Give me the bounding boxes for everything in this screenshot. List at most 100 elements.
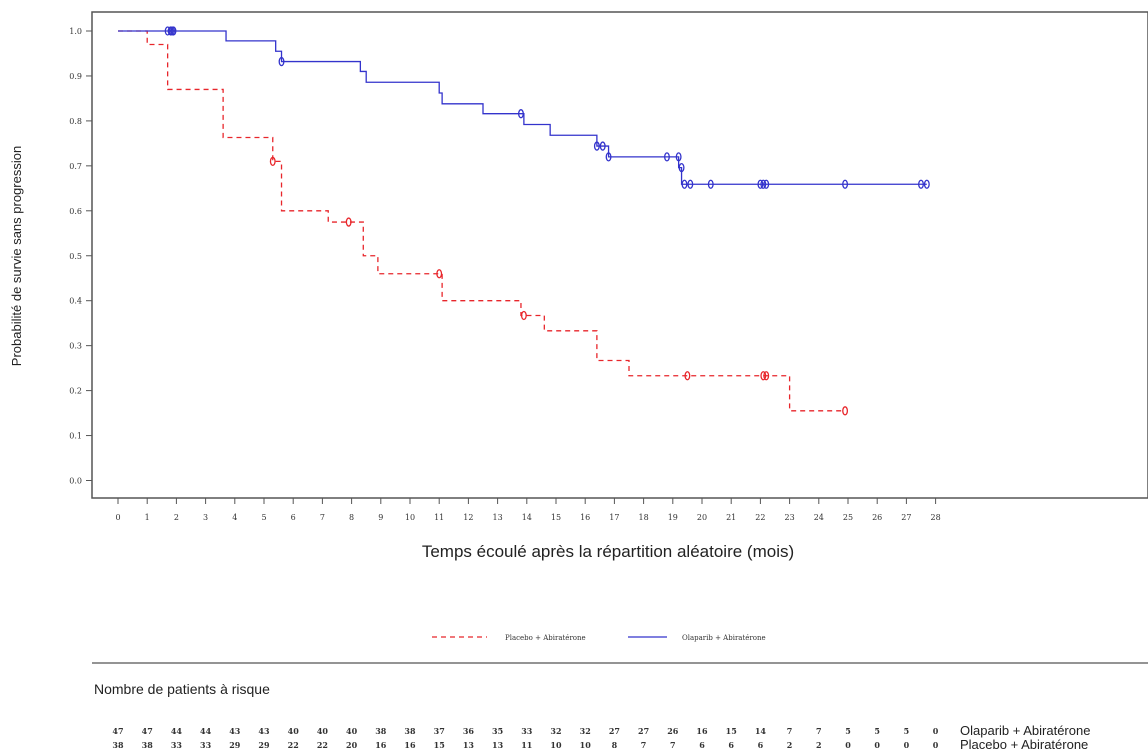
censor-mark-placebo — [345, 217, 352, 227]
censor-mark-olaparib — [518, 109, 524, 119]
legend: Placebo + Abiratérone Olaparib + Abiraté… — [432, 634, 766, 642]
risk-count: 38 — [404, 726, 416, 736]
risk-count: 16 — [375, 740, 387, 750]
censor-mark-olaparib — [170, 26, 177, 36]
risk-count: 16 — [696, 726, 708, 736]
censor-mark-olaparib — [760, 179, 767, 189]
x-tick-label: 15 — [551, 513, 561, 522]
risk-count: 6 — [728, 740, 734, 750]
y-tick-label: 0.4 — [69, 297, 82, 306]
risk-count: 35 — [492, 726, 503, 736]
series-layer — [118, 26, 930, 416]
censor-mark-olaparib — [923, 179, 930, 189]
x-tick-label: 28 — [931, 513, 941, 522]
censor-mark-placebo — [760, 371, 767, 381]
risk-count: 33 — [521, 726, 533, 736]
risk-count: 29 — [258, 740, 270, 750]
risk-count: 7 — [670, 740, 676, 750]
x-tick-label: 19 — [668, 513, 678, 522]
risk-count: 40 — [346, 726, 358, 736]
risk-count: 38 — [375, 726, 387, 736]
risk-count: 5 — [874, 726, 880, 736]
censor-mark-olaparib — [675, 152, 682, 162]
x-tick-label: 9 — [378, 513, 383, 522]
censor-mark-olaparib — [757, 179, 764, 189]
x-tick-label: 17 — [609, 513, 619, 522]
risk-count: 5 — [845, 726, 851, 736]
y-tick-label: 0.8 — [69, 117, 82, 126]
y-tick-label: 0.9 — [69, 72, 82, 81]
risk-count: 0 — [845, 740, 851, 750]
x-tick-label: 14 — [522, 513, 532, 522]
x-tick-label: 1 — [145, 513, 150, 522]
risk-count: 8 — [612, 740, 618, 750]
risk-count: 40 — [317, 726, 329, 736]
risk-count: 43 — [229, 726, 241, 736]
x-tick-label: 18 — [639, 513, 649, 522]
risk-row-label: Placebo + Abiratérone — [960, 737, 1088, 752]
risk-count: 32 — [580, 726, 591, 736]
x-ticks: 0 1 2 3 4 5 6 7 8 9 10 11 12 13 14 15 16 17 18 19 20 21 22 23 24… — [115, 498, 941, 522]
x-tick-label: 24 — [814, 513, 824, 522]
risk-count: 38 — [112, 740, 124, 750]
risk-count: 40 — [288, 726, 300, 736]
y-tick-label: 0.5 — [69, 252, 82, 261]
risk-count: 44 — [200, 726, 212, 736]
risk-table-title: Nombre de patients à risque — [94, 681, 270, 697]
censor-mark-olaparib — [687, 179, 694, 189]
risk-count: 27 — [638, 726, 649, 736]
x-tick-label: 5 — [261, 513, 266, 522]
risk-count: 7 — [816, 726, 822, 736]
x-tick-label: 2 — [174, 513, 179, 522]
x-tick-label: 12 — [463, 513, 473, 522]
censor-mark-olaparib — [842, 179, 849, 189]
x-tick-label: 6 — [291, 513, 296, 522]
x-tick-label: 23 — [785, 513, 795, 522]
legend-label-placebo: Placebo + Abiratérone — [505, 634, 586, 642]
risk-count: 0 — [904, 740, 910, 750]
risk-count: 29 — [229, 740, 241, 750]
risk-count: 10 — [580, 740, 592, 750]
x-tick-label: 3 — [203, 513, 208, 522]
censor-mark-olaparib — [681, 179, 688, 189]
x-tick-label: 7 — [320, 513, 325, 522]
x-tick-label: 27 — [901, 513, 911, 522]
risk-count: 33 — [200, 740, 212, 750]
risk-count: 44 — [171, 726, 183, 736]
censor-mark-olaparib — [278, 56, 285, 67]
y-tick-label: 0.1 — [69, 432, 82, 441]
censor-mark-olaparib — [599, 141, 606, 151]
x-tick-label: 11 — [434, 513, 444, 522]
x-tick-label: 13 — [493, 513, 503, 522]
risk-count: 11 — [521, 740, 532, 750]
x-tick-label: 4 — [232, 513, 237, 522]
risk-count: 20 — [346, 740, 358, 750]
risk-count: 36 — [463, 726, 475, 736]
y-tick-label: 0.0 — [69, 477, 82, 486]
plot-frame — [91, 11, 1148, 499]
censor-mark-placebo — [763, 371, 770, 381]
risk-count: 22 — [288, 740, 299, 750]
risk-count: 0 — [874, 740, 880, 750]
risk-table: 47 47 44 44 43 43 40 40 40 38 38 37 36 35 33 32 32 27 27 26… — [112, 723, 1090, 752]
risk-count: 26 — [667, 726, 679, 736]
x-tick-label: 10 — [405, 513, 415, 522]
risk-count: 14 — [755, 726, 767, 736]
risk-count: 6 — [699, 740, 705, 750]
censor-mark-placebo — [684, 371, 691, 381]
y-tick-label: 1.0 — [69, 27, 82, 36]
legend-label-olaparib: Olaparib + Abiratérone — [682, 634, 766, 642]
y-axis-title: Probabilité de survie sans progression — [9, 146, 24, 366]
y-tick-label: 0.7 — [69, 162, 82, 171]
risk-count: 27 — [609, 726, 620, 736]
x-tick-label: 16 — [580, 513, 590, 522]
x-tick-label: 0 — [115, 513, 120, 522]
censor-mark-placebo — [269, 156, 276, 167]
x-tick-label: 26 — [872, 513, 882, 522]
risk-count: 7 — [787, 726, 793, 736]
censor-mark-placebo — [842, 406, 849, 416]
x-axis-title: Temps écoulé après la répartition aléato… — [422, 542, 794, 561]
censor-mark-olaparib — [664, 152, 670, 162]
risk-count: 15 — [434, 740, 445, 750]
